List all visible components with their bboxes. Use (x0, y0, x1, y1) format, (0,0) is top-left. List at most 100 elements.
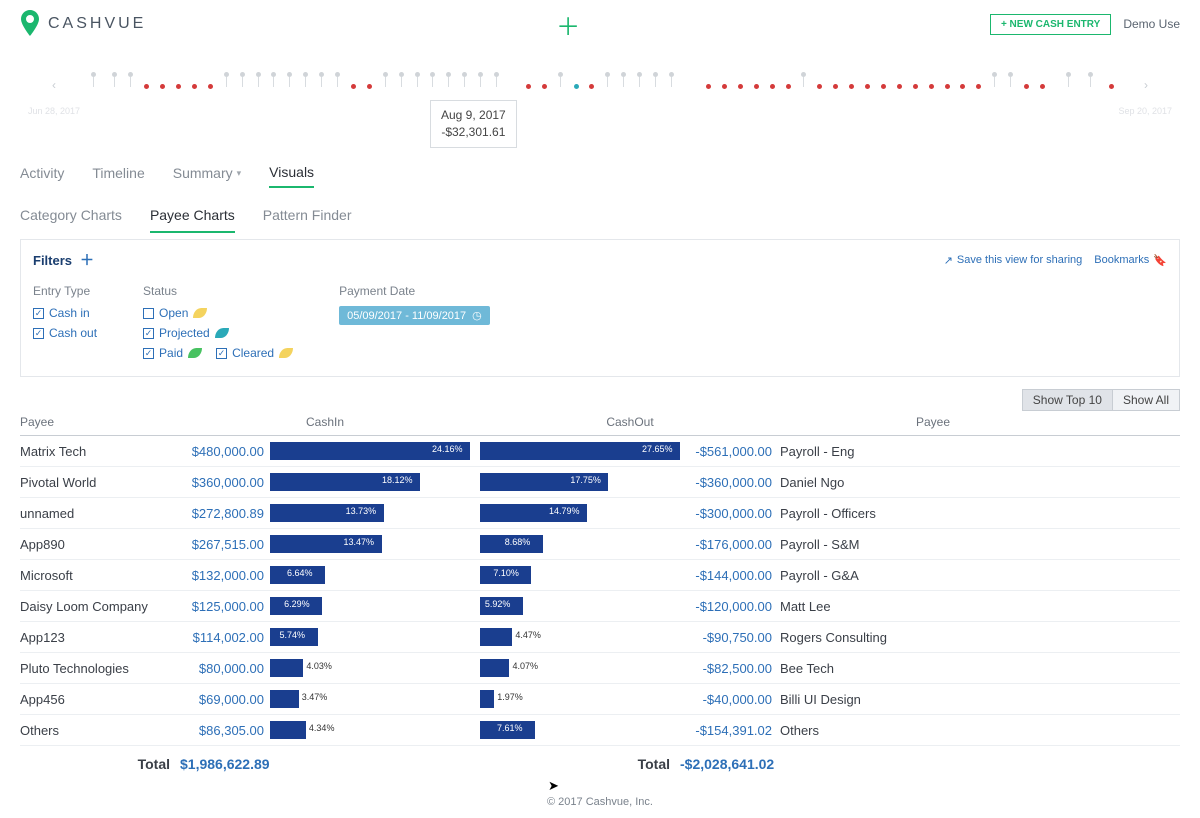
quick-add-icon[interactable]: ＋ (556, 14, 580, 41)
timeline-marker[interactable] (653, 72, 658, 77)
timeline-marker[interactable] (897, 84, 902, 89)
bar-cashin[interactable]: 13.73% (270, 504, 470, 522)
subtab-category-charts[interactable]: Category Charts (20, 203, 122, 233)
timeline-marker[interactable] (589, 84, 594, 89)
bar-cashout[interactable]: 14.79% (480, 504, 680, 522)
payee-right[interactable]: Payroll - S&M (780, 537, 950, 552)
timeline-marker[interactable] (271, 72, 276, 77)
payee-right[interactable]: Matt Lee (780, 599, 950, 614)
timeline-marker[interactable] (303, 72, 308, 77)
timeline-marker[interactable] (160, 84, 165, 89)
bar-cashout[interactable]: 5.92% (480, 597, 680, 615)
bar-cashin[interactable]: 24.16% (270, 442, 470, 460)
checkbox-cash-in[interactable]: ✓Cash in (33, 306, 97, 320)
payee-right[interactable]: Billi UI Design (780, 692, 950, 707)
timeline-marker[interactable] (929, 84, 934, 89)
bar-cashout[interactable]: 4.47% (480, 628, 680, 646)
timeline-marker[interactable] (621, 72, 626, 77)
timeline-marker[interactable] (945, 84, 950, 89)
timeline-marker[interactable] (494, 72, 499, 77)
brand-logo[interactable]: CASHVUE (20, 10, 146, 39)
timeline-marker[interactable] (738, 84, 743, 89)
timeline-marker[interactable] (770, 84, 775, 89)
timeline-marker[interactable] (669, 72, 674, 77)
timeline-marker[interactable] (1008, 72, 1013, 77)
timeline-marker[interactable] (1088, 72, 1093, 77)
timeline-prev-icon[interactable]: ‹ (52, 78, 56, 92)
bar-cashin[interactable]: 5.74% (270, 628, 470, 646)
bar-cashout[interactable]: 7.10% (480, 566, 680, 584)
timeline-marker[interactable] (287, 72, 292, 77)
timeline-marker[interactable] (1040, 84, 1045, 89)
bar-cashout[interactable]: 4.07% (480, 659, 680, 677)
payee-right[interactable]: Others (780, 723, 950, 738)
timeline-marker[interactable] (176, 84, 181, 89)
payee-left[interactable]: App456 (20, 692, 180, 707)
add-filter-icon[interactable]: ＋ (80, 250, 94, 270)
payee-right[interactable]: Payroll - Officers (780, 506, 950, 521)
payee-left[interactable]: Matrix Tech (20, 444, 180, 459)
timeline-marker[interactable] (367, 84, 372, 89)
timeline-marker[interactable] (430, 72, 435, 77)
bar-cashin[interactable]: 3.47% (270, 690, 470, 708)
payee-left[interactable]: App123 (20, 630, 180, 645)
timeline-marker[interactable] (1024, 84, 1029, 89)
tab-visuals[interactable]: Visuals (269, 158, 314, 188)
timeline-marker[interactable] (881, 84, 886, 89)
show-all-button[interactable]: Show All (1112, 389, 1180, 411)
timeline-marker[interactable] (399, 72, 404, 77)
new-cash-entry-button[interactable]: + NEW CASH ENTRY (990, 14, 1111, 35)
save-view-link[interactable]: ↗ Save this view for sharing (944, 254, 1083, 267)
timeline-marker[interactable] (801, 72, 806, 77)
show-top-10-button[interactable]: Show Top 10 (1022, 389, 1112, 411)
timeline-marker[interactable] (91, 72, 96, 77)
tab-summary[interactable]: Summary▾ (173, 158, 241, 188)
timeline-markers[interactable] (70, 70, 1130, 100)
bar-cashout[interactable]: 7.61% (480, 721, 680, 739)
bar-cashout[interactable]: 17.75% (480, 473, 680, 491)
timeline-marker[interactable] (558, 72, 563, 77)
timeline-marker[interactable] (526, 84, 531, 89)
timeline-marker[interactable] (833, 84, 838, 89)
timeline-marker[interactable] (256, 72, 261, 77)
tab-activity[interactable]: Activity (20, 158, 64, 188)
timeline-marker[interactable] (637, 72, 642, 77)
timeline-marker[interactable] (415, 72, 420, 77)
checkbox-cleared[interactable]: ✓Cleared (216, 346, 293, 360)
bar-cashin[interactable]: 6.29% (270, 597, 470, 615)
bar-cashin[interactable]: 6.64% (270, 566, 470, 584)
bar-cashout[interactable]: 1.97% (480, 690, 680, 708)
payee-left[interactable]: App890 (20, 537, 180, 552)
payee-left[interactable]: unnamed (20, 506, 180, 521)
payee-right[interactable]: Rogers Consulting (780, 630, 950, 645)
timeline-marker[interactable] (913, 84, 918, 89)
timeline-marker[interactable] (960, 84, 965, 89)
payee-right[interactable]: Payroll - G&A (780, 568, 950, 583)
payee-right[interactable]: Daniel Ngo (780, 475, 950, 490)
payee-left[interactable]: Daisy Loom Company (20, 599, 180, 614)
bar-cashout[interactable]: 27.65% (480, 442, 680, 460)
timeline-marker[interactable] (706, 84, 711, 89)
timeline-marker[interactable] (1066, 72, 1071, 77)
timeline-marker[interactable] (224, 72, 229, 77)
checkbox-paid[interactable]: ✓Paid (143, 346, 202, 360)
checkbox-projected[interactable]: ✓Projected (143, 326, 293, 340)
timeline-marker[interactable] (446, 72, 451, 77)
timeline-marker[interactable] (335, 72, 340, 77)
timeline-marker[interactable] (574, 84, 579, 89)
timeline-marker[interactable] (319, 72, 324, 77)
bar-cashin[interactable]: 13.47% (270, 535, 470, 553)
payee-right[interactable]: Payroll - Eng (780, 444, 950, 459)
timeline-marker[interactable] (112, 72, 117, 77)
timeline-marker[interactable] (722, 84, 727, 89)
timeline-marker[interactable] (478, 72, 483, 77)
user-menu[interactable]: Demo Use (1123, 17, 1180, 31)
payee-left[interactable]: Microsoft (20, 568, 180, 583)
payee-right[interactable]: Bee Tech (780, 661, 950, 676)
payment-date-range[interactable]: 05/09/2017 - 11/09/2017 ◷ (339, 306, 490, 325)
payee-left[interactable]: Others (20, 723, 180, 738)
bookmarks-link[interactable]: Bookmarks 🔖 (1094, 254, 1167, 267)
timeline-marker[interactable] (192, 84, 197, 89)
timeline-marker[interactable] (462, 72, 467, 77)
timeline-marker[interactable] (992, 72, 997, 77)
